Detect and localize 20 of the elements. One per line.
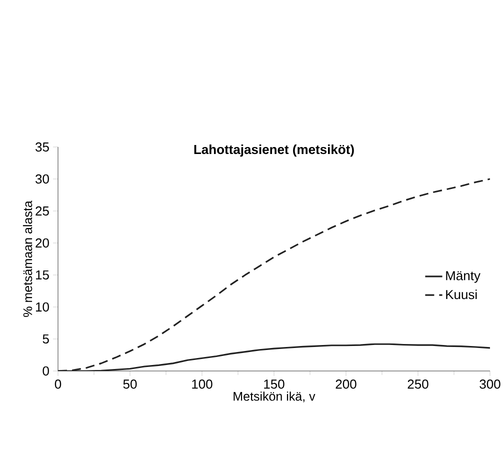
chart-title: Lahottajasienet (metsiköt) — [194, 144, 354, 157]
y-tick-label: 20 — [36, 238, 49, 248]
x-tick-label: 100 — [192, 380, 212, 389]
y-tick-label: 30 — [36, 174, 49, 184]
y-tick-label: 15 — [36, 270, 49, 280]
y-tick-label: 0 — [42, 366, 49, 376]
legend-label: Mänty — [446, 271, 480, 283]
y-tick-label: 35 — [36, 142, 49, 152]
x-tick-label: 300 — [480, 380, 500, 389]
y-tick-label: 10 — [36, 302, 49, 312]
x-tick-label: 250 — [408, 380, 428, 389]
x-tick-label: 150 — [264, 380, 284, 389]
x-tick-label: 0 — [54, 380, 62, 389]
y-tick-label: 5 — [42, 334, 49, 344]
x-axis-title: Metsikön ikä, v — [234, 392, 316, 402]
legend-label: Kuusi — [446, 290, 477, 300]
y-axis-title: % metsämaan alasta — [22, 200, 32, 317]
x-tick-label: 200 — [336, 380, 356, 389]
x-tick-label: 50 — [123, 380, 137, 389]
y-tick-label: 25 — [36, 206, 49, 216]
